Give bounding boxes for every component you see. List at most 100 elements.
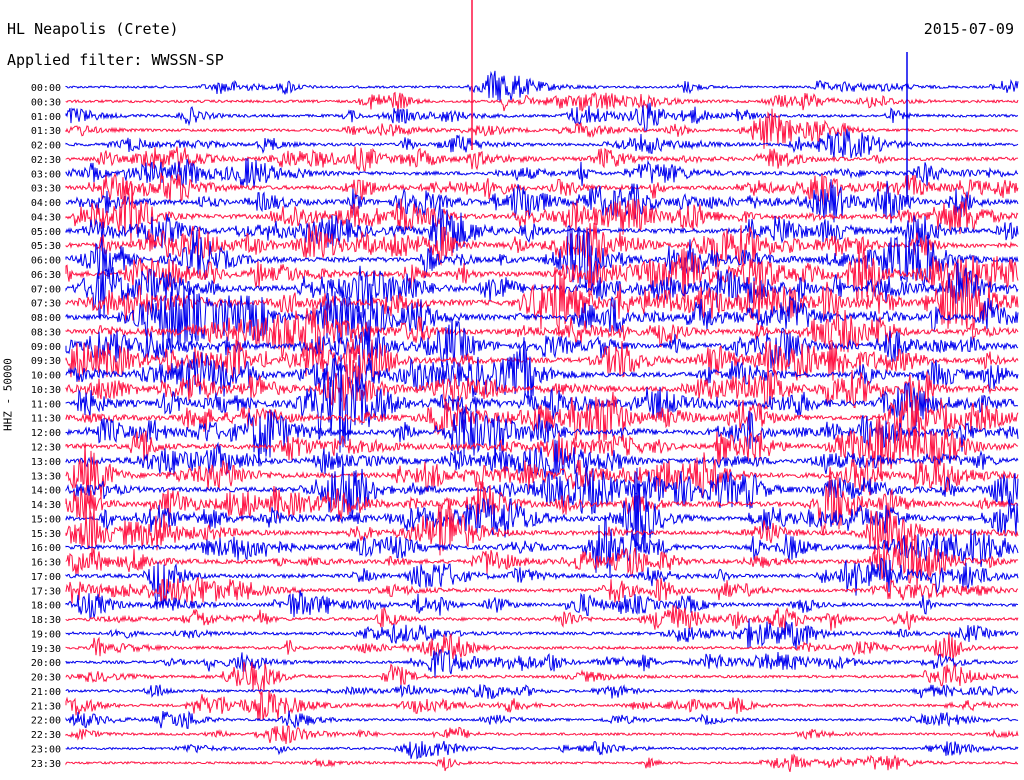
row-label: 16:30 [31, 558, 61, 569]
row-label: 03:00 [31, 169, 61, 180]
row-label: 17:00 [31, 572, 61, 583]
trace-row [65, 406, 1019, 467]
trace-row [65, 146, 1019, 173]
row-label: 18:30 [31, 615, 61, 626]
trace-row [65, 661, 1019, 695]
trace-row [65, 467, 1019, 536]
trace-row [65, 70, 1019, 103]
trace-row [65, 515, 1019, 577]
row-label: 18:00 [31, 601, 61, 612]
trace-row [65, 181, 1019, 243]
row-label: 20:00 [31, 658, 61, 669]
station-title: HL Neapolis (Crete) [7, 20, 179, 38]
row-label: 03:30 [31, 184, 61, 195]
trace-row [65, 590, 1019, 621]
row-label: 02:00 [31, 141, 61, 152]
row-label: 01:00 [31, 112, 61, 123]
trace-row [65, 242, 1019, 303]
row-label: 17:30 [31, 586, 61, 597]
row-label: 19:00 [31, 629, 61, 640]
trace-row [65, 267, 1019, 337]
trace-row [65, 172, 1019, 206]
row-label: 19:30 [31, 644, 61, 655]
traces [65, 0, 1019, 773]
trace-row [65, 157, 1019, 189]
trace-row [65, 740, 1019, 760]
row-label: 15:00 [31, 514, 61, 525]
trace-row [65, 618, 1019, 650]
row-label: 22:00 [31, 716, 61, 727]
row-label: 11:00 [31, 399, 61, 410]
row-label: 00:30 [31, 97, 61, 108]
trace-row [65, 632, 1019, 661]
row-label: 08:00 [31, 313, 61, 324]
row-labels: 00:00 00:30 01:00 01:30 02:00 02:30 03:00 03:30… [31, 83, 61, 770]
trace-row [65, 557, 1019, 610]
trace-row [65, 337, 1019, 405]
row-label: 09:00 [31, 342, 61, 353]
row-label: 22:30 [31, 730, 61, 741]
row-label: 01:30 [31, 126, 61, 137]
row-label: 20:30 [31, 673, 61, 684]
trace-row [65, 710, 1019, 730]
trace-row [65, 442, 1019, 505]
trace-row [65, 200, 1019, 253]
date-label: 2015-07-09 [923, 20, 1014, 38]
trace-row [65, 305, 1019, 359]
row-label: 12:30 [31, 443, 61, 454]
row-label: 14:00 [31, 486, 61, 497]
filter-label: Applied filter: WWSSN-SP [7, 51, 224, 69]
row-label: 13:30 [31, 471, 61, 482]
trace-row [65, 91, 1019, 114]
trace-row [65, 360, 1019, 411]
trace-row [65, 683, 1019, 700]
row-label: 05:30 [31, 241, 61, 252]
trace-row [65, 461, 1019, 517]
trace-row [65, 753, 1019, 773]
trace-row [65, 725, 1019, 744]
row-label: 07:30 [31, 299, 61, 310]
row-label: 05:00 [31, 227, 61, 238]
row-label: 09:30 [31, 356, 61, 367]
row-label: 13:00 [31, 457, 61, 468]
row-label: 02:30 [31, 155, 61, 166]
row-label: 16:00 [31, 543, 61, 554]
row-label: 12:00 [31, 428, 61, 439]
trace-row [65, 354, 1019, 453]
row-label: 14:30 [31, 500, 61, 511]
row-label: 21:00 [31, 687, 61, 698]
trace-row [65, 128, 1019, 159]
trace-row [65, 690, 1019, 721]
row-label: 23:00 [31, 744, 61, 755]
row-label: 15:30 [31, 529, 61, 540]
trace-row [65, 179, 1019, 224]
trace-row [65, 287, 1019, 348]
row-label: 10:30 [31, 385, 61, 396]
trace-row [65, 649, 1019, 678]
trace-row [65, 222, 1019, 270]
trace-row [65, 498, 1019, 557]
trace-row [65, 338, 1019, 384]
trace-row [65, 576, 1019, 605]
trace-row [65, 413, 1019, 480]
row-label: 00:00 [31, 83, 61, 94]
row-label: 06:00 [31, 256, 61, 267]
row-label: 06:30 [31, 270, 61, 281]
trace-row [65, 318, 1019, 369]
row-label: 04:00 [31, 198, 61, 209]
trace-row [65, 605, 1019, 634]
row-label: 08:30 [31, 327, 61, 338]
row-label: 10:00 [31, 371, 61, 382]
trace-row [65, 467, 1019, 564]
trace-row [65, 533, 1019, 591]
trace-row [65, 389, 1019, 442]
row-label: 07:00 [31, 284, 61, 295]
trace-row [65, 439, 1019, 480]
row-label: 04:30 [31, 212, 61, 223]
row-label: 21:30 [31, 701, 61, 712]
trace-row [65, 102, 1018, 133]
trace-row [65, 108, 1019, 149]
row-label: 23:30 [31, 759, 61, 770]
row-label: 11:30 [31, 414, 61, 425]
